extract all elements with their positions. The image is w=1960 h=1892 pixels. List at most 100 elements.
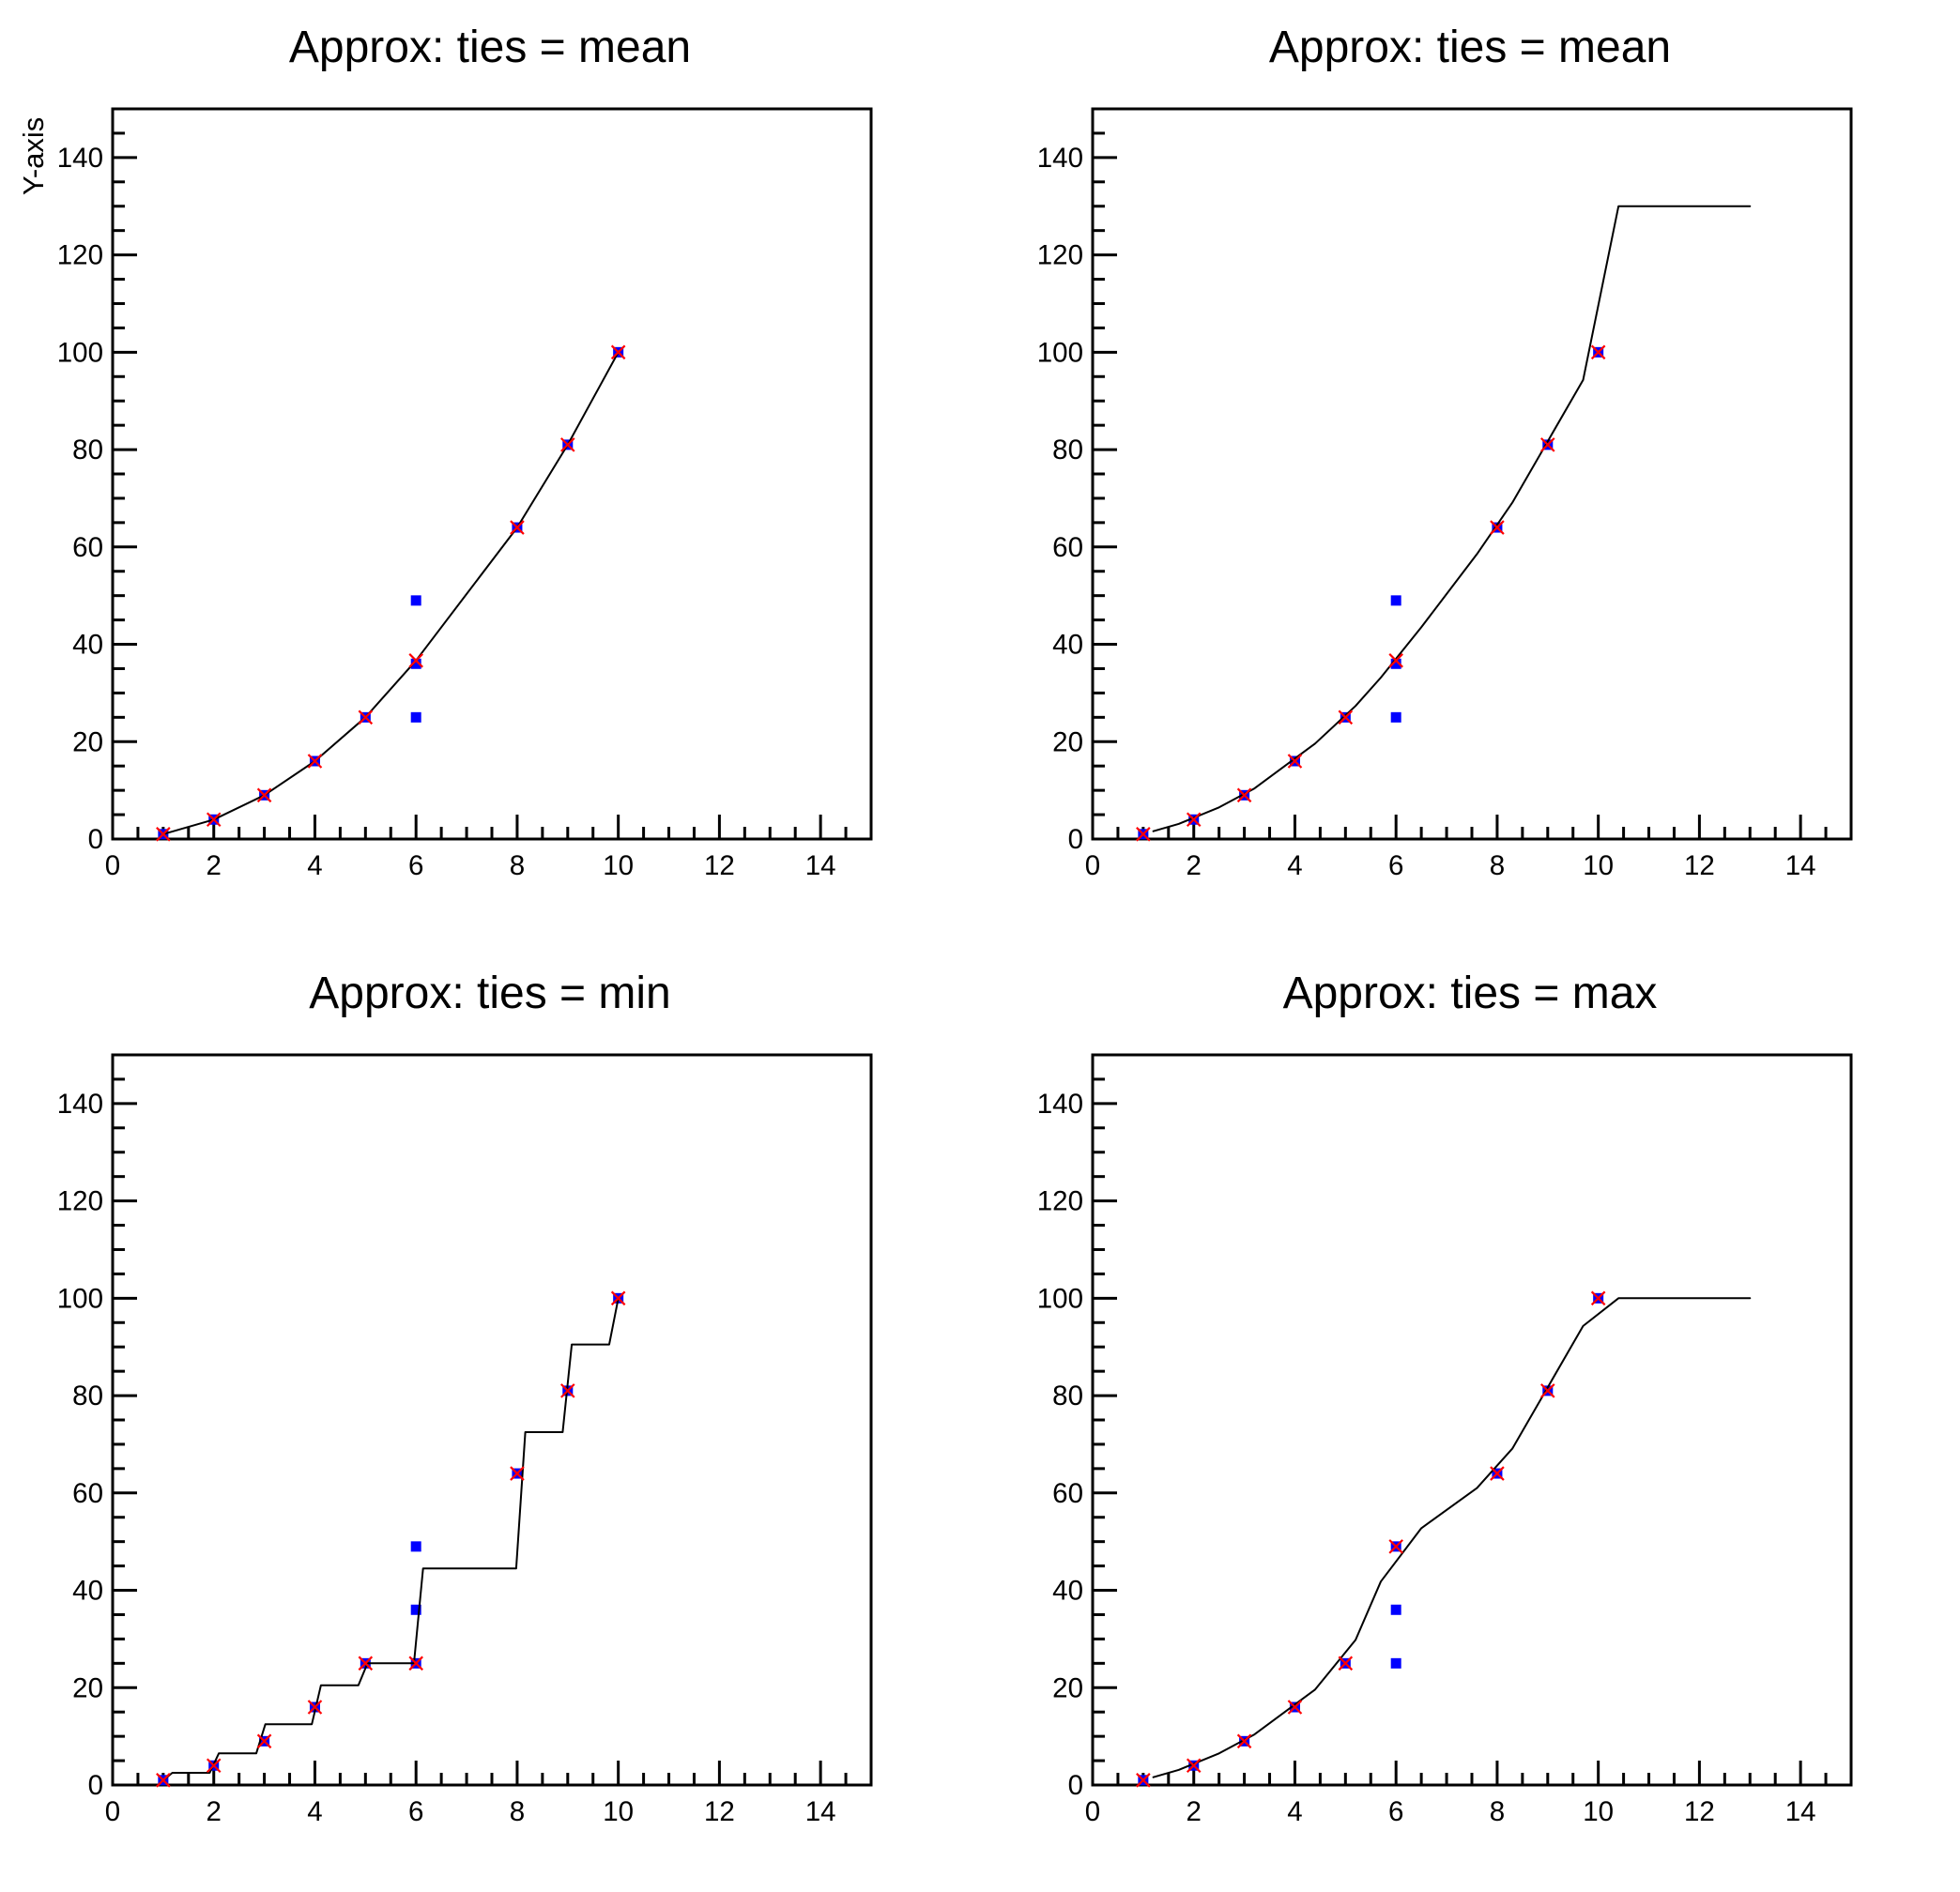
x-tick-label: 0 [1085, 1796, 1100, 1827]
panel-title: Approx: ties = mean [1269, 23, 1671, 72]
x-tick-label: 4 [307, 850, 322, 881]
y-tick-label: 100 [1037, 337, 1083, 368]
y-tick-label: 40 [1052, 1576, 1083, 1607]
y-tick-label: 40 [72, 1576, 103, 1607]
axis-ticks [1093, 1077, 1828, 1785]
tie-x-marker [560, 1383, 575, 1398]
panel-title: Approx: ties = max [1283, 969, 1658, 1018]
tie-x-marker [1236, 787, 1252, 803]
y-tick-label: 20 [1052, 726, 1083, 757]
x-tick-label: 6 [1388, 850, 1403, 881]
tie-x-marker [560, 437, 575, 452]
tie-x-marker [1136, 827, 1151, 842]
y-tick-label: 0 [1068, 1770, 1083, 1801]
y-tick-label: 80 [72, 435, 103, 465]
tie-x-marker [510, 520, 525, 535]
tie-points-series [156, 344, 626, 842]
plot-frame [111, 107, 873, 841]
tie-x-marker [1338, 1656, 1354, 1671]
x-tick-label: 14 [1785, 1796, 1816, 1827]
input-points-series [158, 346, 624, 840]
x-tick-label: 14 [805, 1796, 836, 1827]
y-tick-label: 80 [1052, 1381, 1083, 1411]
x-tick-label: 8 [1490, 850, 1505, 881]
tie-x-marker [610, 1290, 626, 1306]
y-tick-label: 80 [72, 1381, 103, 1411]
x-tick-label: 0 [105, 1796, 120, 1827]
tie-x-marker [1388, 653, 1403, 668]
tie-x-marker [358, 710, 374, 725]
input-point-marker [410, 1541, 421, 1552]
tie-x-marker [1136, 1773, 1151, 1788]
input-points-series [1138, 346, 1604, 840]
tie-x-marker [256, 1733, 272, 1749]
panel-2-svg: Approx: ties = mean 0 2 4 6 8 10 12 14020406080… [1037, 23, 1853, 881]
panel-approx-ties-mean-1: Approx: ties = mean Y-axis 0 2 4 6 8 10 12 14 0 2… [0, 0, 980, 946]
tie-x-marker [510, 1466, 525, 1481]
tie-x-marker [1186, 812, 1202, 828]
tie-x-marker [1186, 1758, 1202, 1774]
input-point-marker [1390, 658, 1401, 669]
y-tick-label: 120 [57, 240, 103, 271]
x-tick-label: 8 [510, 850, 525, 881]
y-tick-label: 20 [72, 726, 103, 757]
panel-approx-ties-mean-2: Approx: ties = mean 0 2 4 6 8 10 12 14 0 20 40 60 80… [980, 0, 1960, 946]
x-tick-label: 10 [603, 850, 634, 881]
y-tick-label: 60 [72, 532, 103, 563]
input-point-marker [410, 711, 421, 723]
x-tick-label: 14 [1785, 850, 1816, 881]
panel-title: Approx: ties = mean [289, 23, 691, 72]
x-tick-label: 4 [1287, 1796, 1302, 1827]
tie-x-marker [307, 1700, 323, 1715]
tie-x-marker [1540, 437, 1555, 452]
approx-curve [1152, 1297, 1752, 1778]
approx-curve [1152, 205, 1752, 832]
input-point-marker [1390, 1657, 1401, 1669]
x-tick-label: 12 [1684, 850, 1715, 881]
y-tick-label: 120 [1037, 240, 1083, 271]
panel-4-svg: Approx: ties = max 0 2 4 6 8 10 12 140204060801… [1037, 969, 1853, 1827]
plot-frame [1091, 1053, 1853, 1787]
y-tick-label: 40 [1052, 630, 1083, 661]
x-tick-label: 2 [207, 1796, 222, 1827]
axis-ticks [1093, 131, 1828, 839]
input-points-series [1138, 1292, 1604, 1786]
input-point-marker [410, 658, 421, 669]
tie-points-series [1136, 1290, 1606, 1788]
x-tick-label: 0 [1085, 850, 1100, 881]
y-tick-label: 100 [57, 1283, 103, 1314]
y-tick-label: 40 [72, 630, 103, 661]
x-tick-label: 2 [207, 850, 222, 881]
approx-curve [161, 351, 620, 835]
tie-x-marker [156, 1773, 171, 1788]
y-tick-label: 0 [1068, 824, 1083, 855]
y-tick-label: 0 [88, 824, 103, 855]
x-tick-label: 2 [1187, 1796, 1202, 1827]
input-point-marker [1390, 595, 1401, 606]
input-point-marker [1390, 1604, 1401, 1615]
x-tick-label: 10 [1583, 850, 1614, 881]
y-tick-label: 20 [72, 1672, 103, 1703]
x-tick-label: 10 [1583, 1796, 1614, 1827]
x-tick-label: 0 [105, 850, 120, 881]
tie-x-marker [1490, 1466, 1505, 1481]
x-tick-label: 6 [408, 1796, 423, 1827]
y-tick-label: 60 [1052, 1478, 1083, 1509]
y-tick-label: 140 [1037, 143, 1083, 174]
tie-x-marker [1338, 710, 1354, 725]
y-tick-label: 120 [1037, 1186, 1083, 1217]
y-tick-label: 60 [1052, 532, 1083, 563]
tie-x-marker [206, 812, 222, 828]
x-tick-label: 8 [510, 1796, 525, 1827]
plot-frame [1091, 107, 1853, 841]
panel-approx-ties-min: Approx: ties = min 0 2 4 6 8 10 12 14 0 20 40 60 80 1… [0, 946, 980, 1892]
input-point-marker [1390, 711, 1401, 723]
x-tick-label: 2 [1187, 850, 1202, 881]
y-tick-label: 140 [1037, 1089, 1083, 1120]
tie-x-marker [1590, 344, 1606, 360]
y-tick-label: 20 [1052, 1672, 1083, 1703]
